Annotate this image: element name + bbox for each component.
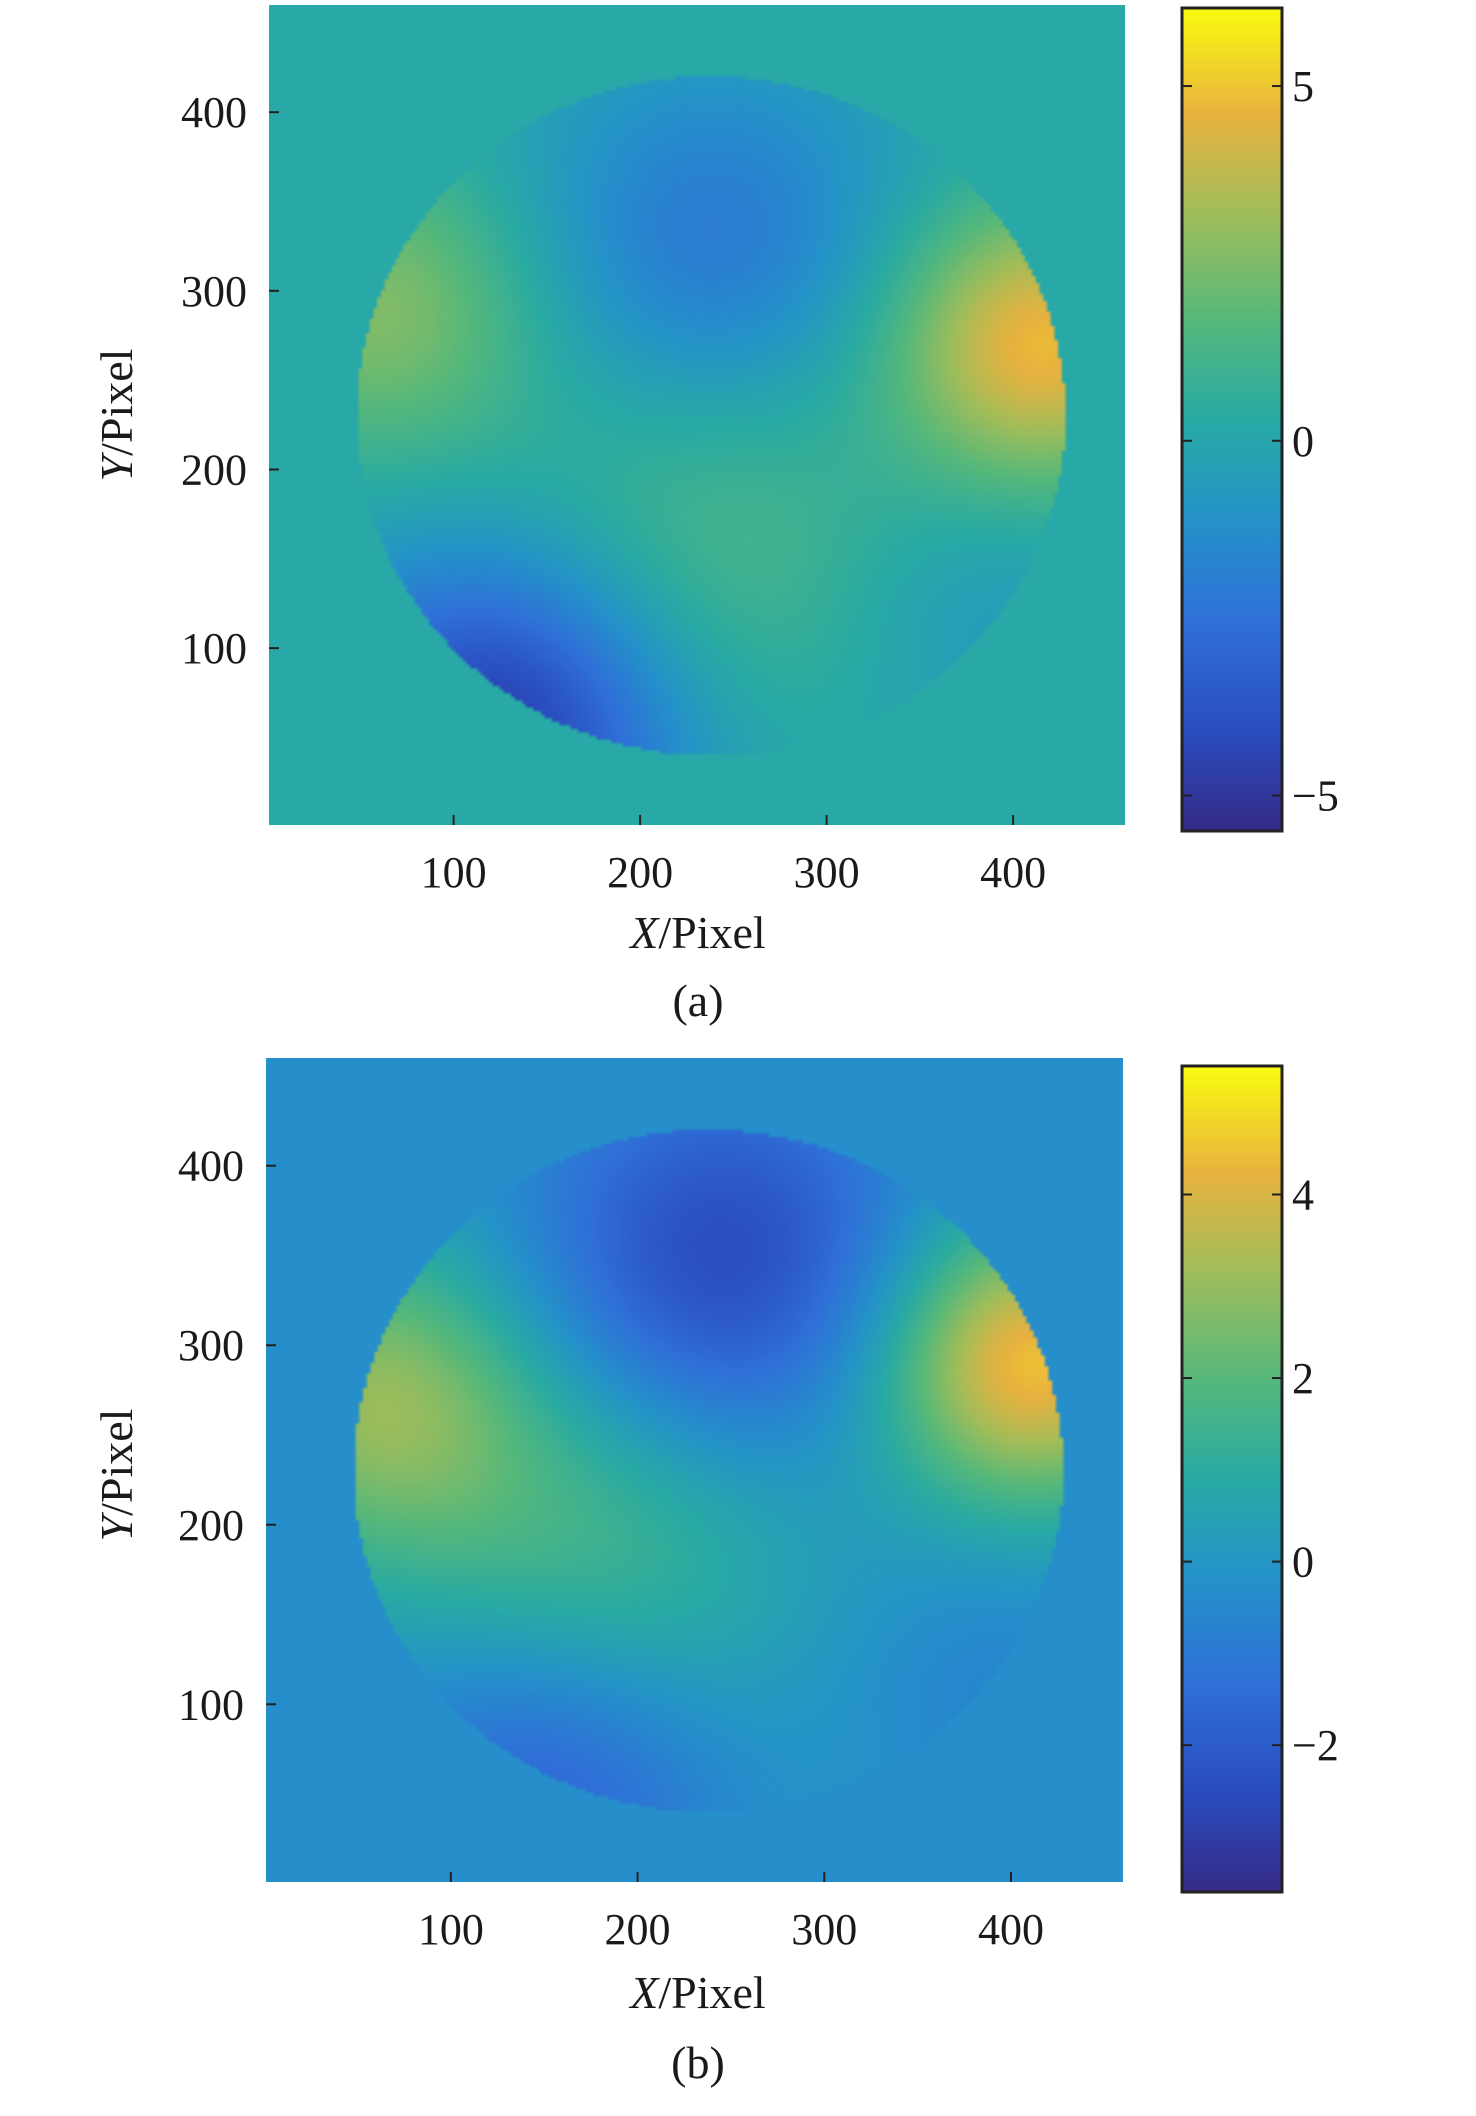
x-axis-label-b: X/Pixel	[628, 1967, 765, 2018]
y-axis-label-a: Y/Pixel	[91, 349, 142, 482]
x-tick-label: 400	[980, 848, 1046, 897]
y-tick-label: 200	[178, 1501, 244, 1550]
x-axis-label-a: X/Pixel	[628, 907, 765, 958]
y-ticks-a: 100 200 300 400	[181, 88, 279, 673]
y-axis-label-b: Y/Pixel	[91, 1409, 142, 1542]
x-tick-label: 200	[607, 848, 673, 897]
colorbar-tick-label: 5	[1292, 62, 1314, 111]
x-tick-label: 100	[418, 1905, 484, 1954]
y-tick-label: 400	[181, 88, 247, 137]
colorbar-tick-label: 0	[1292, 1538, 1314, 1587]
caption-b: (b)	[671, 2037, 725, 2088]
colorbar-tick-label: 4	[1292, 1170, 1314, 1219]
caption-a: (a)	[672, 975, 723, 1026]
heatmap-image-a	[269, 5, 1125, 825]
colorbar-b	[1180, 1064, 1284, 1894]
heatmap-b	[266, 1058, 1123, 1882]
heatmap-a	[269, 5, 1125, 825]
colorbar-tick-label: 0	[1292, 417, 1314, 466]
x-tick-label: 300	[794, 848, 860, 897]
y-tick-label: 100	[181, 624, 247, 673]
y-tick-label: 100	[178, 1680, 244, 1729]
y-ticks-b: 100 200 300 400	[178, 1142, 276, 1729]
y-tick-label: 300	[178, 1321, 244, 1370]
x-tick-label: 200	[605, 1905, 671, 1954]
heatmap-image-b	[266, 1058, 1123, 1882]
x-tick-label: 400	[978, 1905, 1044, 1954]
colorbar-tick-label: 2	[1292, 1354, 1314, 1403]
colorbar-tick-label: −5	[1292, 772, 1339, 821]
x-ticks-b: 100 200 300 400	[418, 1872, 1044, 1954]
x-ticks-a: 100 200 300 400	[421, 815, 1046, 897]
y-tick-label: 200	[181, 445, 247, 494]
colorbar-tick-label: −2	[1292, 1721, 1339, 1770]
x-tick-label: 300	[791, 1905, 857, 1954]
y-tick-label: 400	[178, 1142, 244, 1191]
panel-a: 100 200 300 400 100 200 300 400 5 0 −5 X/Pixel Y…	[91, 5, 1339, 1026]
x-tick-label: 100	[421, 848, 487, 897]
colorbar-a	[1180, 6, 1284, 833]
colorbar-ticks-b: 4 2 0 −2	[1182, 1170, 1339, 1770]
colorbar-ticks-a: 5 0 −5	[1182, 62, 1339, 821]
y-tick-label: 300	[181, 267, 247, 316]
